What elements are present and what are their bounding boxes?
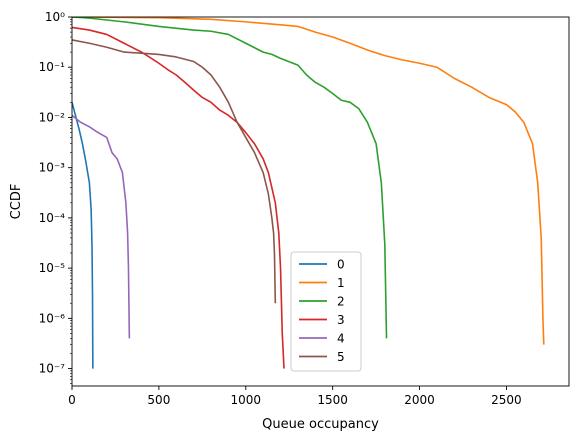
- x-tick-label: 0: [68, 393, 76, 407]
- series-line-4: [72, 114, 131, 339]
- legend-label-1: 1: [337, 276, 345, 290]
- series-line-2: [72, 17, 388, 339]
- y-tick-label: 10⁻⁴: [39, 211, 66, 225]
- x-tick-label: 1000: [231, 393, 262, 407]
- y-axis-label: CCDF: [9, 184, 24, 220]
- x-axis-label: Queue occupancy: [262, 417, 379, 432]
- legend-label-0: 0: [337, 258, 345, 272]
- y-tick-label: 10⁻⁷: [39, 362, 66, 376]
- series-line-0: [72, 102, 94, 369]
- series-line-1: [72, 17, 545, 345]
- series-layer: [72, 17, 545, 369]
- y-tick-label: 10⁻⁶: [39, 311, 66, 325]
- x-tick-label: 1500: [317, 393, 348, 407]
- legend-label-3: 3: [337, 313, 345, 327]
- y-tick-label: 10⁻⁵: [39, 261, 66, 275]
- series-line-3: [72, 26, 285, 369]
- y-tick-label: 10⁻²: [39, 110, 66, 124]
- x-tick-label: 2500: [491, 393, 522, 407]
- x-tick-label: 2000: [404, 393, 435, 407]
- y-tick-label: 10⁻¹: [39, 60, 66, 74]
- legend-box: [290, 251, 362, 372]
- series-line-5: [72, 39, 277, 304]
- legend-label-4: 4: [337, 332, 345, 346]
- chart-legend: 0 1 2 3 4 5: [290, 251, 362, 372]
- y-tick-label: 10⁰: [45, 10, 65, 24]
- y-tick-label: 10⁻³: [39, 161, 66, 175]
- legend-label-5: 5: [337, 350, 345, 364]
- axes-frame: [71, 16, 570, 387]
- axes-layer: 0 500 1000 1500 2000 2500 10⁻⁷ 10⁻⁶ 10⁻⁵ 10⁻⁴ 10⁻³…: [39, 10, 570, 407]
- legend-label-2: 2: [337, 295, 345, 309]
- x-tick-label: 500: [147, 393, 170, 407]
